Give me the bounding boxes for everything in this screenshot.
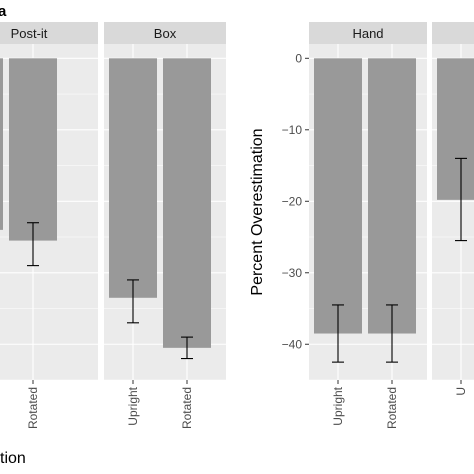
bar [0, 58, 3, 230]
x-tick-label: Rotated [26, 387, 40, 429]
x-tick-label: Rotated [180, 387, 194, 429]
bar [163, 58, 211, 348]
facet-strip [0, 22, 98, 44]
y-tick-label: −30 [282, 266, 303, 280]
panel-label: a [0, 3, 7, 20]
bottom-caption-fragment: tion [0, 450, 26, 467]
facet-strip [432, 22, 474, 44]
facet-strip-label: Hand [352, 26, 383, 41]
x-tick-label: Upright [331, 386, 345, 425]
x-tick-label: U [454, 387, 468, 396]
bar [437, 58, 474, 200]
y-tick-label: −20 [282, 194, 303, 208]
y-tick-label: −40 [282, 337, 303, 351]
facet-strip [309, 22, 427, 44]
facet-strip [104, 22, 226, 44]
bar [109, 58, 157, 298]
y-tick-label: −10 [282, 123, 303, 137]
facet-strip-label: Post-it [11, 26, 48, 41]
x-tick-label: Rotated [385, 387, 399, 429]
y-tick-label: 0 [295, 51, 302, 65]
bar [314, 58, 362, 334]
bar [368, 58, 416, 334]
x-tick-label: Upright [126, 386, 140, 425]
facet-strip-label: Box [154, 26, 177, 41]
bar [9, 58, 57, 241]
y-axis-title: Percent Overestimation [249, 128, 266, 295]
